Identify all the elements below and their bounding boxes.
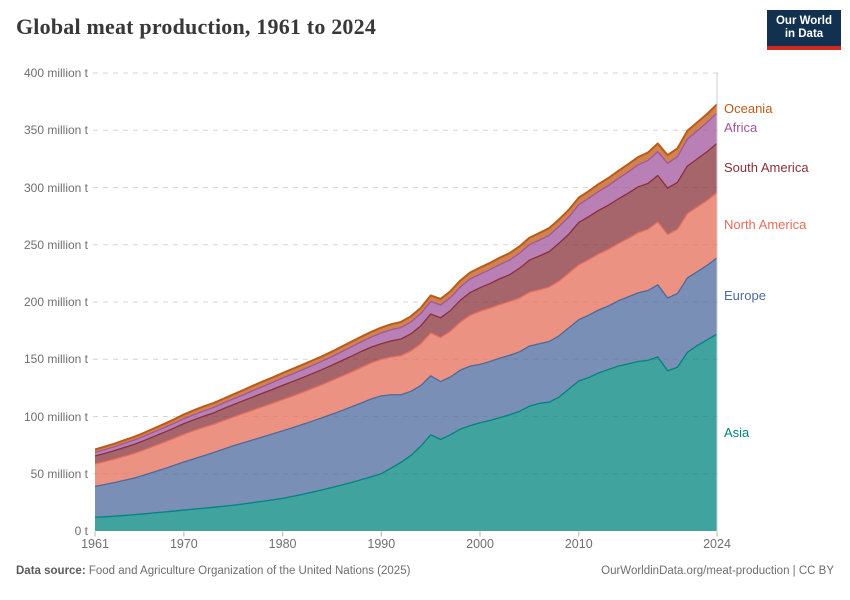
chart-title: Global meat production, 1961 to 2024 — [16, 14, 377, 39]
legend-label-north-america: North America — [724, 217, 807, 233]
y-axis-label-150: 150 million t — [23, 352, 88, 367]
y-axis-label-0: 0 t — [74, 524, 88, 538]
data-source-note: Data source: Food and Agriculture Organi… — [16, 565, 410, 577]
line-africa — [94, 112, 718, 453]
x-axis-label-2000: 2000 — [466, 537, 494, 551]
line-asia — [94, 333, 718, 518]
x-axis-label-1961: 1961 — [81, 537, 109, 551]
y-axis-label-300: 300 million t — [23, 180, 88, 195]
area-asia — [95, 334, 717, 531]
y-axis-label-400: 400 million t — [23, 66, 88, 80]
owid-url-link[interactable]: OurWorldinData.org/meat-production | CC … — [601, 565, 834, 577]
x-axis-label-1980: 1980 — [268, 537, 297, 551]
legend-label-south-america: South America — [724, 160, 809, 176]
legend-label-europe: Europe — [724, 287, 766, 303]
legend-label-oceania: Oceania — [724, 100, 773, 116]
line-south-america — [94, 142, 718, 457]
owid-logo-redbar — [767, 46, 841, 50]
area-north-america — [95, 192, 717, 487]
x-axis-label-1990: 1990 — [367, 537, 396, 551]
y-axis-label-100: 100 million t — [23, 409, 88, 424]
line-oceania — [94, 103, 718, 451]
owid-logo[interactable]: Our World in Data — [767, 10, 841, 50]
x-axis-label-2024: 2024 — [703, 537, 731, 551]
legend-label-africa: Africa — [724, 120, 758, 136]
y-axis-label-350: 350 million t — [23, 123, 88, 138]
x-axis-label-1970: 1970 — [169, 537, 198, 551]
data-source-text: Food and Agriculture Organization of the… — [85, 565, 411, 577]
x-axis-label-2010: 2010 — [564, 537, 593, 551]
chart-footer: Data source: Food and Agriculture Organi… — [16, 565, 834, 577]
y-axis-label-250: 250 million t — [23, 237, 88, 252]
y-axis-label-50: 50 million t — [30, 466, 88, 481]
owid-logo-text: Our World in Data — [767, 10, 841, 46]
y-axis-label-200: 200 million t — [23, 295, 88, 309]
line-north-america — [94, 192, 718, 465]
area-europe — [95, 257, 717, 518]
legend-label-asia: Asia — [724, 424, 750, 440]
data-source-label: Data source: — [16, 565, 86, 577]
line-europe — [94, 257, 718, 487]
